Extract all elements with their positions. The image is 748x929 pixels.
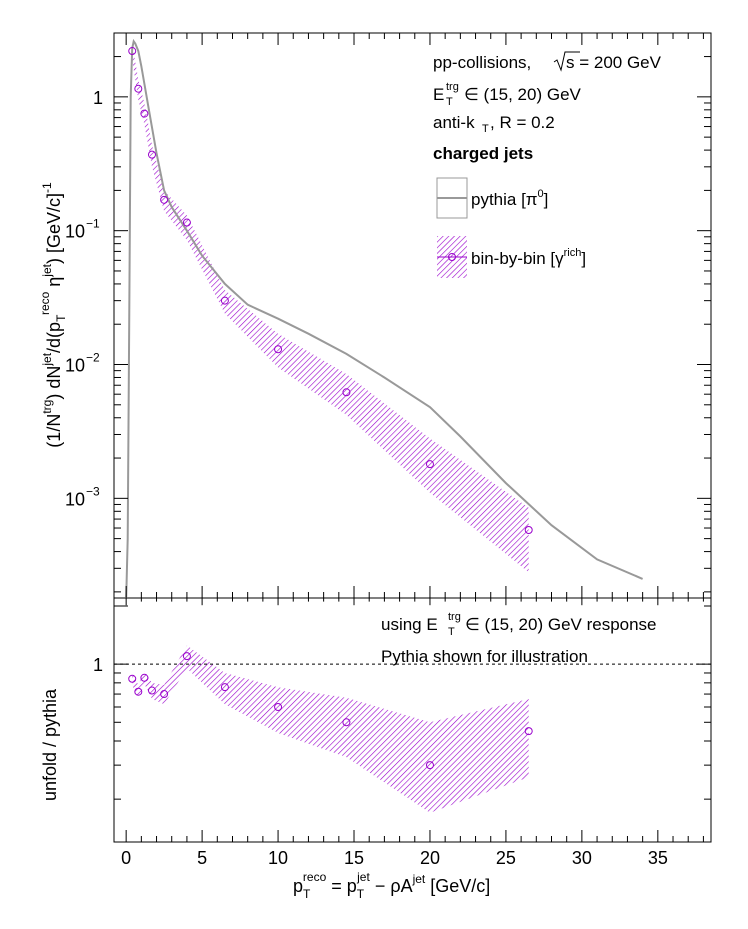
annotation-algorithm: anti-k: [433, 113, 475, 132]
upper-annotations: pp-collisions, s = 200 GeV E trg T ∈ (15…: [433, 51, 662, 163]
annotation-radius: , R = 0.2: [490, 113, 555, 132]
upper-y-tick-exponent: −2: [86, 351, 100, 365]
pythia-curve: [125, 38, 643, 598]
ratio-point: [425, 761, 434, 770]
ratio-point: [524, 727, 533, 736]
x-tick-label: 20: [420, 848, 440, 868]
lower-annotations: using E trg T ∈ (15, 20) GeV response Py…: [381, 611, 657, 666]
binbybin-point: [147, 150, 156, 159]
binbybin-point: [524, 525, 533, 534]
annotation-trigger-sup: trg: [446, 81, 459, 93]
binbybin-point: [425, 460, 434, 469]
ratio-point: [342, 718, 351, 727]
annotation-jet-type: charged jets: [433, 144, 533, 163]
annotation-trigger-value: ∈ (15, 20) GeV: [464, 85, 582, 104]
x-tick-label: 5: [197, 848, 207, 868]
ratio-point: [220, 683, 229, 692]
upper-y-title-text: (1/Ntrg) dNjet/d(pTreco ηjet) [GeV/c]-1: [38, 182, 68, 448]
annotation-trigger-sub: T: [446, 96, 453, 108]
lower-y-tick-label: 1: [93, 655, 103, 675]
binbybin-point: [220, 296, 229, 305]
upper-y-tick-label: 10: [65, 356, 85, 376]
legend-binbybin-label: bin-by-bin [γrich]: [471, 247, 586, 268]
legend-pythia-label: pythia [π0]: [471, 188, 548, 209]
upper-y-tick-exponent: −1: [86, 217, 100, 231]
binbybin-point: [134, 84, 143, 93]
binbybin-uncertainty-band: [132, 43, 529, 573]
annotation-algorithm-sub: T: [482, 123, 489, 135]
x-title-text: pTreco = pTjet − ρAjet [GeV/c]: [293, 870, 490, 901]
annotation-response: using E: [381, 615, 438, 634]
annotation-response-sub: T: [448, 626, 455, 638]
x-tick-label: 25: [496, 848, 516, 868]
ratio-uncertainty-band: [132, 645, 529, 813]
legend-binbybin-marker: [448, 253, 456, 261]
x-tick-label: 30: [572, 848, 592, 868]
x-tick-label: 35: [648, 848, 668, 868]
binbybin-point: [274, 345, 283, 354]
binbybin-point: [342, 388, 351, 397]
upper-y-tick-label: 10: [65, 222, 85, 242]
annotation-collisions: pp-collisions,: [433, 53, 531, 72]
ratio-point: [147, 686, 156, 695]
ratio-point: [140, 673, 149, 682]
upper-y-tick-label: 10: [65, 489, 85, 509]
ratio-point: [182, 652, 191, 661]
lower-y-axis-title: unfold / pythia: [40, 688, 60, 801]
legend: pythia [π0] bin-by-bin [γrich]: [436, 177, 586, 278]
x-tick-label: 0: [121, 848, 131, 868]
ratio-point: [160, 690, 169, 699]
annotation-trigger-range: E: [433, 85, 444, 104]
lower-y-title-text: unfold / pythia: [40, 688, 60, 801]
annotation-response-sup: trg: [448, 611, 461, 623]
annotation-illustration: Pythia shown for illustration: [381, 647, 588, 666]
binbybin-point: [140, 109, 149, 118]
ratio-point: [134, 687, 143, 696]
annotation-response-range: ∈ (15, 20) GeV response: [465, 615, 657, 634]
upper-y-tick-exponent: −3: [86, 484, 100, 498]
x-tick-label: 15: [344, 848, 364, 868]
lower-plot-area: [114, 645, 711, 813]
ratio-point: [128, 674, 137, 683]
sqrt-icon: [553, 51, 580, 72]
lower-panel-frame: [113, 597, 712, 843]
binbybin-point: [160, 195, 169, 204]
binbybin-point: [128, 47, 137, 56]
upper-y-axis-title: (1/Ntrg) dNjet/d(pTreco ηjet) [GeV/c]-1: [38, 182, 68, 448]
x-axis-title: pTreco = pTjet − ρAjet [GeV/c]: [293, 870, 490, 901]
upper-y-tick-label: 1: [93, 88, 103, 108]
upper-plot-area: [125, 38, 643, 598]
upper-panel-frame: [113, 32, 712, 599]
ratio-point: [274, 702, 283, 711]
binbybin-point: [182, 218, 191, 227]
x-tick-label: 10: [268, 848, 288, 868]
annotation-energy: s = 200 GeV: [566, 53, 662, 72]
